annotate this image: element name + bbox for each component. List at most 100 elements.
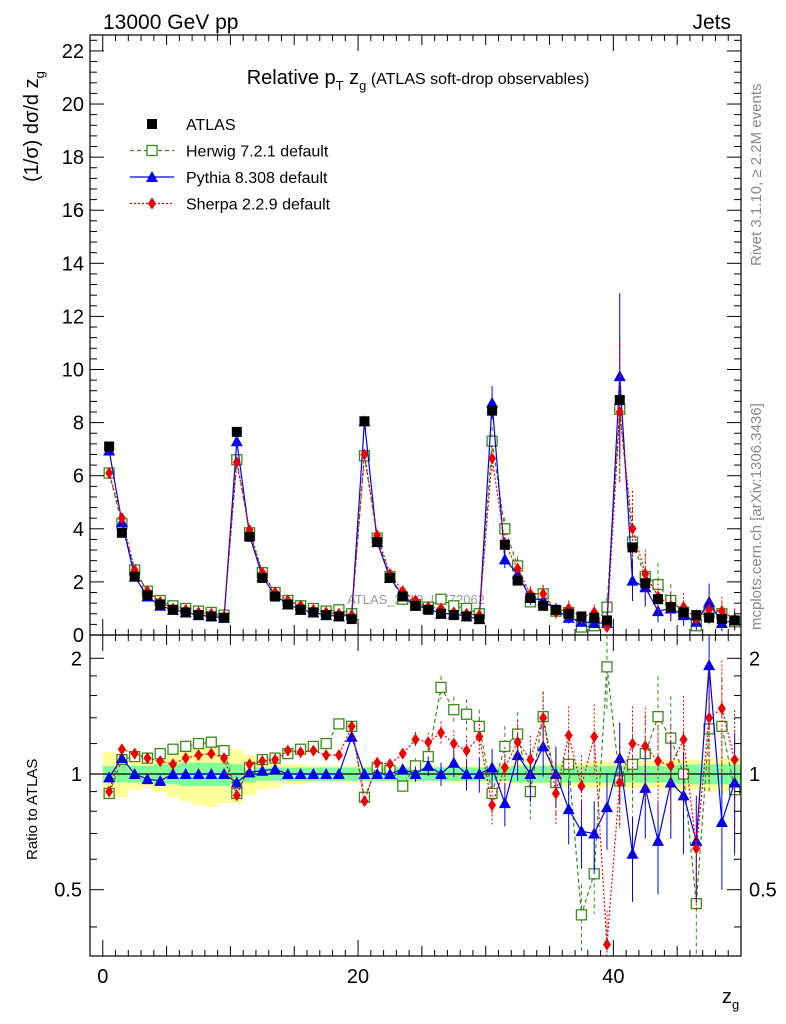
point-atlas — [129, 571, 140, 582]
y-tick-label: 4 — [73, 519, 84, 541]
ratio-point-sherpa — [602, 938, 611, 951]
point-atlas — [665, 602, 676, 613]
point-atlas — [346, 614, 357, 625]
ratio-point-pythia — [307, 767, 320, 779]
y-tick-label: 2 — [73, 572, 84, 594]
ratio-point-sherpa — [156, 755, 165, 768]
ratio-point-herwig — [601, 661, 613, 673]
y-axis-label: (1/σ) dσ/d zg — [21, 71, 47, 182]
ratio-y-tick-label: 1 — [71, 764, 82, 786]
ratio-y-tick-label: 0.5 — [54, 880, 82, 902]
ratio-point-sherpa — [424, 736, 433, 749]
ratio-point-sherpa — [220, 752, 229, 765]
point-atlas — [487, 405, 498, 416]
point-sherpa — [105, 467, 114, 480]
ratio-point-pythia — [294, 767, 307, 779]
ratio-point-herwig — [486, 787, 498, 800]
ratio-point-sherpa — [628, 737, 637, 750]
legend-marker-pythia — [146, 171, 158, 182]
ratio-y-tick-label: 2 — [71, 648, 82, 670]
ratio-point-pythia — [179, 767, 192, 779]
header-left: 13000 GeV pp — [103, 11, 238, 34]
point-pythia — [498, 553, 511, 565]
point-atlas — [155, 599, 166, 610]
point-atlas — [295, 604, 306, 615]
ratio-point-pythia — [549, 767, 562, 779]
point-sherpa — [232, 456, 241, 469]
ratio-point-pythia — [639, 781, 652, 793]
point-atlas — [538, 600, 549, 611]
point-atlas — [653, 594, 664, 605]
point-atlas — [321, 610, 332, 621]
ratio-point-sherpa — [271, 753, 280, 766]
ratio-point-sherpa — [449, 737, 458, 750]
ratio-point-pythia — [435, 767, 448, 779]
y-tick-label: 10 — [62, 360, 84, 382]
ratio-point-pythia — [358, 767, 371, 779]
ratio-point-herwig — [499, 740, 511, 753]
ratio-point-sherpa — [526, 753, 535, 766]
ratio-point-herwig — [460, 708, 473, 720]
point-atlas — [372, 537, 383, 548]
rivet-label: Rivet 3.1.10, ≥ 2.2M events — [748, 84, 765, 267]
point-atlas — [640, 578, 651, 589]
point-atlas — [270, 591, 281, 602]
ratio-point-sherpa — [360, 795, 369, 808]
point-atlas — [410, 600, 421, 611]
ratio-point-sherpa — [130, 747, 139, 760]
point-atlas — [219, 612, 230, 623]
point-atlas — [601, 615, 612, 626]
ratio-point-sherpa — [398, 747, 407, 760]
ratio-point-pythia — [218, 767, 231, 779]
ratio-point-sherpa — [194, 749, 203, 762]
point-atlas — [436, 608, 447, 619]
ratio-y-tick-label-right: 0.5 — [749, 880, 777, 902]
ratio-point-herwig — [320, 737, 332, 750]
ratio-point-sherpa — [462, 744, 471, 757]
ratio-point-sherpa — [309, 744, 318, 757]
ratio-point-pythia — [511, 749, 524, 761]
ratio-point-sherpa — [105, 785, 114, 798]
legend-marker-sherpa — [148, 197, 156, 210]
ratio-point-herwig — [167, 743, 179, 755]
ratio-point-sherpa — [207, 747, 216, 760]
point-atlas — [704, 612, 715, 623]
ratio-point-pythia — [256, 764, 269, 776]
y-tick-label: 14 — [62, 253, 84, 275]
point-atlas — [193, 610, 204, 621]
ratio-point-pythia — [600, 801, 613, 813]
ratio-point-herwig — [575, 909, 588, 921]
ratio-y-tick-label-right: 1 — [749, 764, 760, 786]
point-atlas — [180, 607, 191, 618]
ratio-point-sherpa — [513, 736, 522, 749]
ratio-line-sherpa — [108, 707, 736, 945]
ratio-point-pythia — [141, 773, 154, 785]
ratio-point-pythia — [626, 847, 639, 859]
point-atlas — [142, 590, 153, 601]
ratio-point-sherpa — [411, 733, 420, 746]
ratio-point-pythia — [473, 767, 486, 779]
ratio-point-sherpa — [717, 702, 726, 715]
ratio-point-sherpa — [666, 759, 675, 772]
point-atlas — [231, 426, 242, 437]
point-atlas — [359, 416, 370, 427]
ratio-point-pythia — [243, 766, 256, 778]
legend-label-sherpa: Sherpa 2.2.9 default — [186, 197, 331, 214]
ratio-point-pythia — [652, 834, 665, 846]
ratio-point-pythia — [345, 730, 358, 742]
point-pythia — [230, 435, 243, 447]
point-atlas — [691, 610, 702, 621]
point-atlas — [257, 572, 268, 583]
point-atlas — [384, 572, 395, 583]
legend-label-herwig: Herwig 7.2.1 default — [186, 144, 329, 161]
y-tick-label: 18 — [62, 147, 84, 169]
legend-label-atlas: ATLAS — [186, 117, 236, 134]
ratio-point-pythia — [383, 767, 396, 779]
x-tick-label: 20 — [347, 966, 369, 988]
x-tick-label: 40 — [602, 966, 624, 988]
ratio-point-pythia — [192, 767, 205, 779]
point-atlas — [116, 527, 127, 538]
point-atlas — [729, 615, 740, 626]
chart-title: Relative pT zg (ATLAS soft-drop observab… — [247, 67, 590, 93]
